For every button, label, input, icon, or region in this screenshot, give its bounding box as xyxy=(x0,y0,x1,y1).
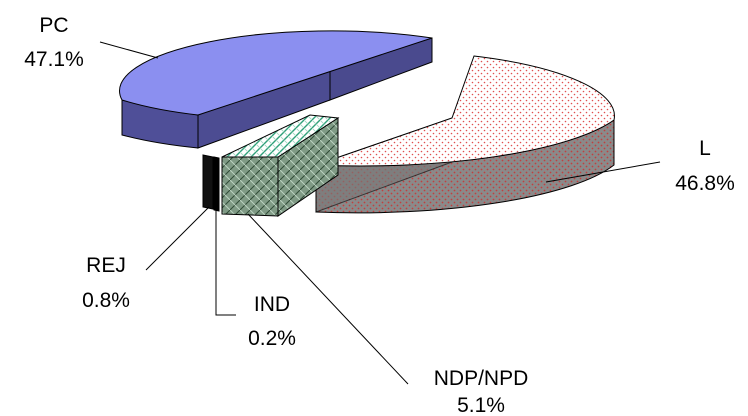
label-ind-name: IND xyxy=(254,293,290,316)
slice-ndp-top xyxy=(221,114,340,158)
label-ind-value: 0.2% xyxy=(248,327,296,350)
slice-ndp xyxy=(221,114,340,217)
label-pc-name: PC xyxy=(39,14,68,37)
slice-l xyxy=(315,55,615,214)
slice-labels: PC 47.1% L 46.8% REJ 0.8% IND 0.2% NDP/N… xyxy=(24,14,735,416)
slice-ind xyxy=(213,156,220,212)
slice-l-top xyxy=(315,55,615,167)
leader-lines xyxy=(99,41,661,385)
label-rej-value: 0.8% xyxy=(82,289,130,312)
label-l-name: L xyxy=(699,137,711,160)
slice-pc-top xyxy=(119,30,433,116)
label-pc-value: 47.1% xyxy=(24,48,84,71)
leader-pc xyxy=(99,41,159,59)
label-ndp-name: NDP/NPD xyxy=(434,367,529,390)
slice-rej-shape xyxy=(202,154,214,210)
leader-l xyxy=(545,161,661,183)
label-l-value: 46.8% xyxy=(675,172,735,195)
slice-ind-shape xyxy=(213,156,220,212)
slice-ndp-front xyxy=(221,156,279,217)
label-rej-name: REJ xyxy=(86,254,126,277)
leader-ind xyxy=(215,210,236,316)
label-ndp-value: 5.1% xyxy=(457,394,505,416)
leader-rej xyxy=(145,206,210,271)
slice-rej xyxy=(202,154,214,210)
leader-ndp xyxy=(247,213,409,385)
slice-pc xyxy=(119,30,433,149)
